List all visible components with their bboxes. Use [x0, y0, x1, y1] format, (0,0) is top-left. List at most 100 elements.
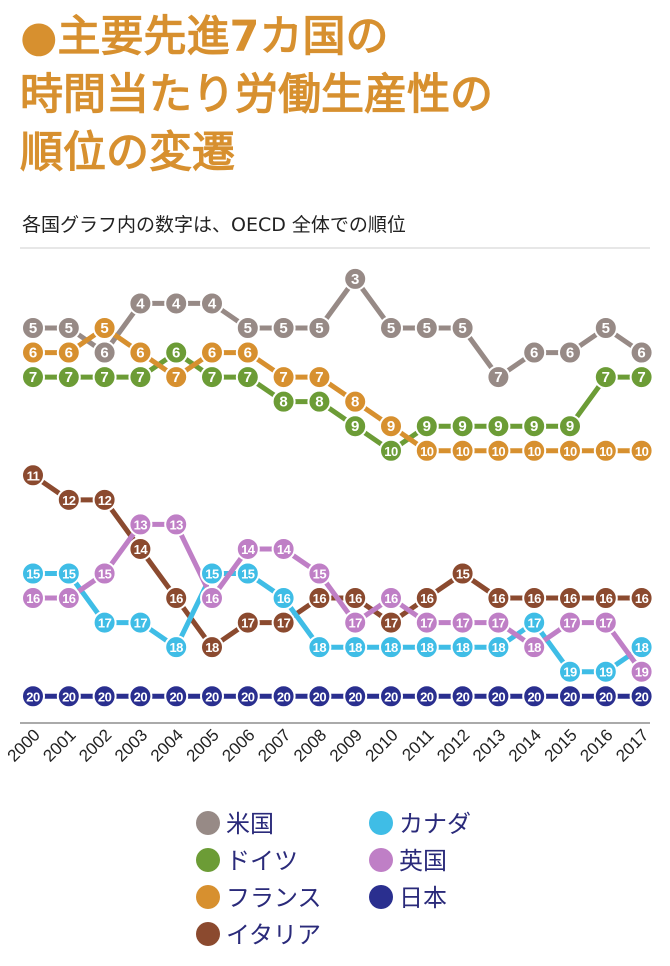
data-point-4-4: [164, 635, 189, 660]
data-point-1-12: [450, 414, 475, 439]
data-point-5-10: [379, 586, 403, 611]
data-label-5-4: 13: [169, 517, 183, 532]
legend-swatch-3: [369, 848, 393, 872]
data-label-0-13: 7: [494, 369, 502, 386]
data-label-6-4: 20: [169, 689, 183, 704]
data-label-4-5: 15: [205, 567, 219, 582]
data-point-6-4: [164, 684, 189, 709]
data-point-3-1: [56, 487, 81, 512]
data-label-5-8: 15: [313, 567, 327, 582]
data-label-6-3: 20: [134, 689, 148, 704]
data-label-5-0: 16: [26, 591, 40, 606]
x-tick-label-9: 2009: [326, 725, 366, 765]
data-label-6-9: 20: [348, 689, 362, 704]
data-label-1-13: 9: [494, 418, 502, 435]
data-point-5-4: [164, 512, 189, 537]
data-label-3-10: 17: [384, 616, 398, 631]
data-label-0-5: 4: [208, 295, 217, 312]
data-point-6-11: [414, 684, 439, 709]
data-label-6-7: 20: [277, 689, 291, 704]
data-label-3-15: 16: [563, 591, 577, 606]
data-point-5-1: [56, 586, 81, 611]
data-label-6-17: 20: [635, 689, 649, 704]
data-label-4-10: 18: [384, 640, 398, 655]
data-label-5-15: 17: [563, 616, 577, 631]
data-label-0-16: 5: [602, 320, 610, 337]
data-label-4-8: 18: [313, 640, 327, 655]
data-label-0-4: 4: [172, 295, 181, 312]
data-label-0-3: 4: [136, 295, 145, 312]
data-point-1-13: [486, 414, 511, 439]
data-label-3-17: 16: [635, 591, 649, 606]
data-label-4-16: 19: [599, 665, 613, 680]
data-label-1-0: 7: [29, 369, 37, 386]
legend-swatch-5: [369, 885, 393, 909]
legend-label-0: 米国: [226, 811, 274, 838]
data-point-1-8: [307, 389, 332, 414]
data-point-3-13: [486, 586, 511, 611]
data-label-2-13: 10: [492, 444, 506, 459]
data-label-6-15: 20: [563, 689, 577, 704]
data-point-5-3: [128, 512, 153, 537]
data-label-0-0: 5: [29, 320, 37, 337]
data-label-5-9: 17: [348, 616, 362, 631]
data-point-6-6: [235, 684, 260, 709]
data-point-2-0: [21, 340, 45, 365]
data-label-1-2: 7: [100, 369, 108, 386]
data-label-3-16: 16: [599, 591, 613, 606]
data-point-3-7: [271, 610, 296, 635]
data-label-0-17: 6: [637, 345, 645, 362]
data-label-6-11: 20: [420, 689, 434, 704]
data-label-4-11: 18: [420, 640, 434, 655]
data-label-3-14: 16: [527, 591, 541, 606]
data-label-3-11: 16: [420, 591, 434, 606]
x-tick-label-12: 2012: [433, 725, 473, 765]
data-point-4-10: [379, 635, 403, 660]
data-point-5-6: [235, 536, 260, 561]
data-label-3-7: 17: [277, 616, 291, 631]
data-point-2-10: [379, 414, 403, 439]
data-label-3-6: 17: [241, 616, 255, 631]
x-tick-label-6: 2006: [218, 725, 258, 765]
data-label-5-13: 17: [492, 616, 506, 631]
x-tick-label-7: 2007: [254, 725, 294, 765]
data-point-0-6: [235, 316, 260, 340]
x-tick-label-14: 2014: [505, 725, 545, 765]
data-point-6-10: [379, 684, 403, 709]
data-label-1-7: 8: [279, 394, 287, 411]
data-label-4-4: 18: [169, 640, 183, 655]
data-label-0-6: 5: [244, 320, 252, 337]
data-point-5-5: [200, 586, 224, 611]
data-point-6-14: [522, 684, 547, 709]
data-label-4-3: 17: [134, 616, 148, 631]
data-label-0-10: 5: [387, 320, 395, 337]
data-label-3-0: 11: [27, 468, 40, 483]
data-label-2-6: 6: [244, 345, 252, 362]
data-point-2-1: [56, 340, 81, 365]
data-label-0-2: 6: [100, 345, 108, 362]
data-point-6-12: [450, 684, 475, 709]
data-point-1-10: [379, 438, 403, 463]
data-point-2-7: [271, 365, 296, 390]
data-label-5-2: 15: [98, 567, 112, 582]
data-point-4-2: [92, 610, 117, 635]
data-point-5-15: [558, 610, 582, 635]
data-label-6-10: 20: [384, 689, 398, 704]
x-tick-label-16: 2016: [576, 725, 616, 765]
data-label-0-14: 6: [530, 345, 538, 362]
x-tick-label-8: 2008: [290, 725, 330, 765]
data-label-1-6: 7: [244, 369, 252, 386]
title-line-1: ●主要先進7カ国の: [20, 12, 389, 62]
data-point-0-17: [629, 340, 654, 365]
data-point-4-14: [522, 610, 547, 635]
data-label-6-2: 20: [98, 689, 112, 704]
data-label-4-17: 18: [635, 640, 649, 655]
data-label-0-1: 5: [65, 320, 73, 337]
data-point-0-12: [450, 316, 475, 340]
data-point-3-5: [200, 635, 224, 660]
series-line-4: [30, 571, 645, 675]
data-label-4-12: 18: [456, 640, 470, 655]
legend-label-3: 英国: [399, 848, 447, 875]
data-point-0-11: [414, 316, 439, 340]
data-label-5-1: 16: [62, 591, 76, 606]
